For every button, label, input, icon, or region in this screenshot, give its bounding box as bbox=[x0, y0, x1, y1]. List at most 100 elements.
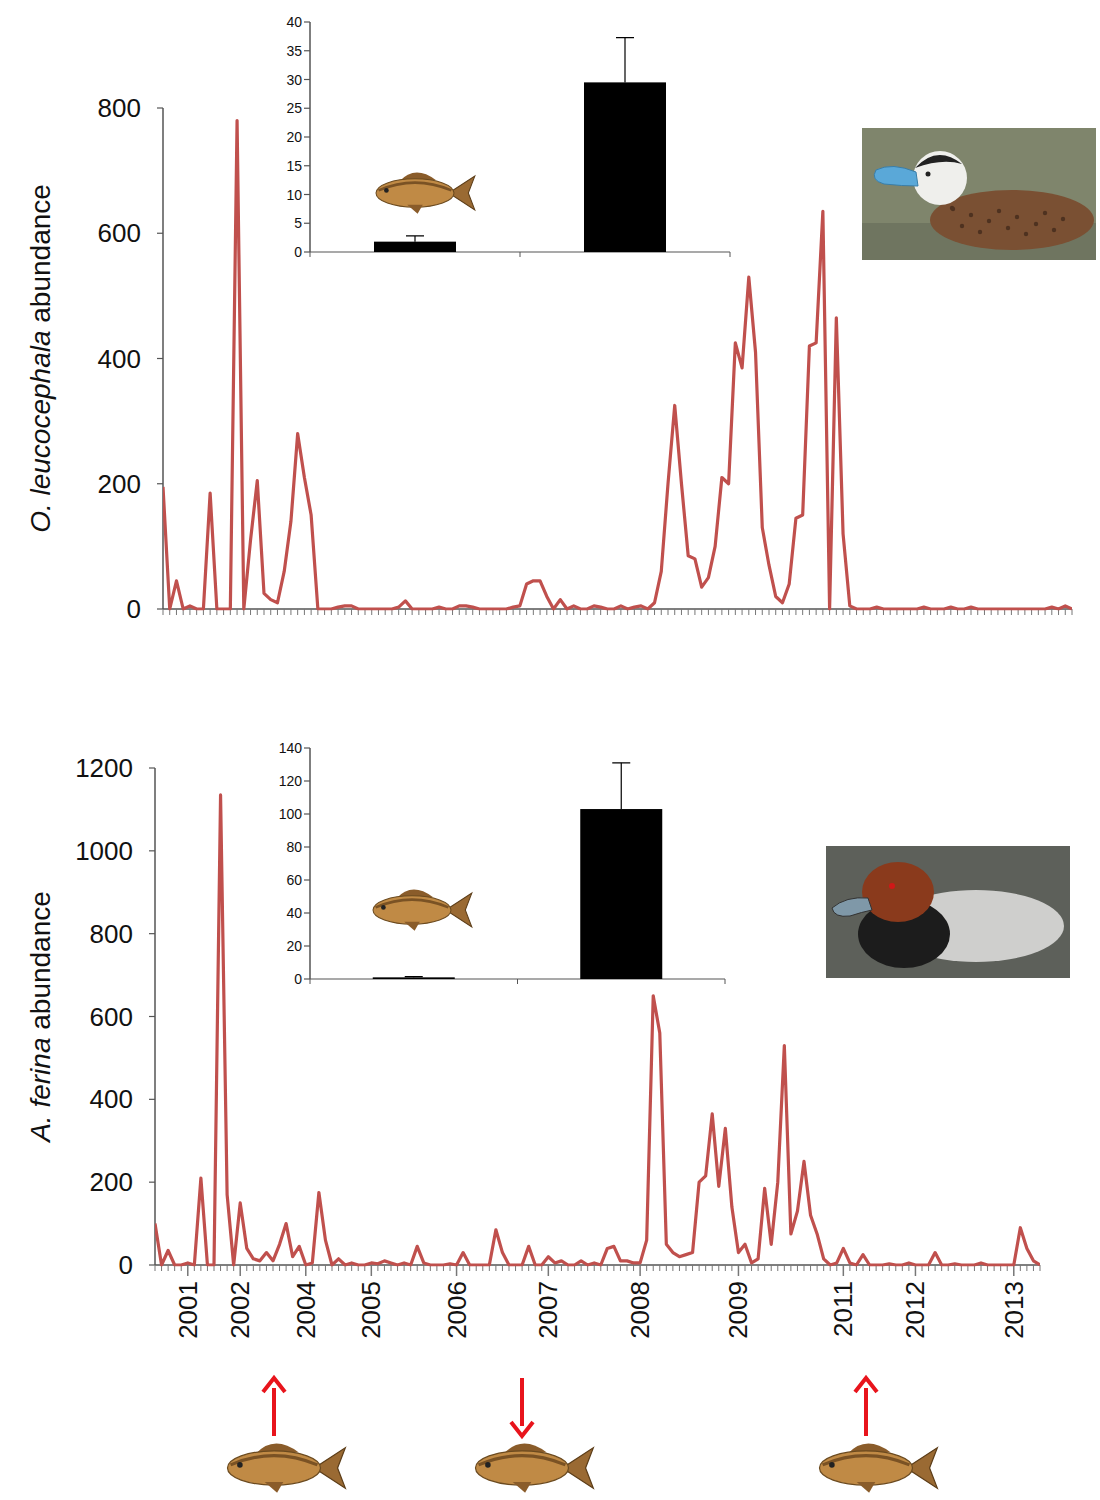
plot-area bbox=[373, 763, 663, 979]
x-tick bbox=[795, 609, 796, 615]
y-tick-label: 1000 bbox=[75, 836, 133, 866]
x-tick bbox=[200, 1265, 201, 1271]
x-tick bbox=[915, 1265, 917, 1276]
y-tick bbox=[304, 79, 310, 80]
carp-fin bbox=[407, 205, 423, 214]
x-tick bbox=[876, 609, 877, 615]
x-tick bbox=[809, 609, 810, 615]
x-tick bbox=[304, 609, 305, 615]
duck-speckle bbox=[1052, 228, 1056, 232]
arrow-shaft bbox=[520, 1378, 524, 1426]
y-tick bbox=[149, 1099, 155, 1100]
x-tick-label: 2005 bbox=[356, 1281, 386, 1339]
x-tick bbox=[889, 1265, 890, 1271]
x-tick bbox=[775, 609, 776, 615]
carp-body bbox=[228, 1451, 321, 1485]
y-tick bbox=[149, 1182, 155, 1183]
x-tick bbox=[668, 609, 669, 615]
x-tick bbox=[843, 609, 844, 615]
inset-bar-chart: 0510152025303540 bbox=[286, 14, 730, 260]
x-tick bbox=[715, 609, 716, 615]
arrow-shaft bbox=[272, 1388, 276, 1436]
x-tick bbox=[701, 609, 702, 615]
error-bar bbox=[405, 976, 423, 978]
carp-fin bbox=[857, 1482, 876, 1493]
y-axis-title-part: O. leucocephala bbox=[25, 331, 56, 533]
error-bar-cap bbox=[406, 235, 424, 236]
x-tick bbox=[679, 1265, 680, 1271]
carp-icon bbox=[376, 173, 475, 214]
x-tick-label: 2002 bbox=[225, 1281, 255, 1339]
x-tick bbox=[742, 609, 743, 615]
y-tick bbox=[304, 879, 310, 880]
carp-icon bbox=[373, 890, 472, 931]
y-tick bbox=[304, 223, 310, 224]
duck-speckle bbox=[1061, 217, 1065, 221]
x-tick bbox=[758, 1265, 759, 1271]
x-tick bbox=[338, 609, 339, 615]
duck-speckle bbox=[960, 224, 964, 228]
x-tick-label: 2011 bbox=[828, 1281, 858, 1337]
x-tick bbox=[384, 1265, 385, 1271]
y-tick-label: 30 bbox=[286, 72, 302, 88]
x-tick bbox=[634, 609, 635, 615]
y-tick-label: 1200 bbox=[75, 753, 133, 783]
x-tick bbox=[404, 1265, 405, 1271]
y-axis-title-part: abundance bbox=[25, 184, 56, 330]
duck-speckle bbox=[987, 219, 991, 223]
y-tick bbox=[304, 747, 310, 748]
x-tick bbox=[297, 609, 298, 615]
line-chart: 0200400600800O. leucocephala abundance bbox=[25, 93, 1073, 624]
x-tick-label: 2004 bbox=[291, 1281, 321, 1339]
duck-speckle bbox=[969, 213, 973, 217]
carp-back bbox=[376, 900, 449, 908]
bar bbox=[580, 809, 662, 979]
x-tick bbox=[923, 609, 924, 615]
x-tick bbox=[310, 979, 311, 984]
x-tick bbox=[804, 1265, 805, 1271]
plot-area bbox=[155, 795, 1040, 1265]
x-tick bbox=[762, 609, 763, 615]
x-tick bbox=[633, 1265, 634, 1271]
x-tick bbox=[971, 609, 972, 615]
y-tick-label: 120 bbox=[279, 773, 303, 789]
y-tick bbox=[304, 945, 310, 946]
x-tick bbox=[517, 979, 518, 984]
x-tick-label: 2009 bbox=[723, 1281, 753, 1339]
x-tick bbox=[849, 609, 850, 615]
y-tick-label: 140 bbox=[279, 740, 303, 756]
y-tick-label: 10 bbox=[286, 187, 302, 203]
y-axis-title-part: A. ferina bbox=[25, 1038, 56, 1144]
x-tick bbox=[950, 609, 951, 615]
x-tick bbox=[613, 1265, 614, 1271]
x-tick bbox=[299, 1265, 300, 1271]
x-tick bbox=[712, 1265, 713, 1271]
x-tick bbox=[284, 609, 285, 615]
x-tick bbox=[311, 609, 312, 615]
carp-body bbox=[476, 1451, 569, 1485]
x-tick bbox=[751, 1265, 752, 1271]
y-tick bbox=[304, 251, 310, 252]
x-tick bbox=[708, 609, 709, 615]
x-tick bbox=[502, 1265, 503, 1271]
x-tick bbox=[849, 1265, 850, 1271]
y-tick bbox=[304, 108, 310, 109]
y-tick bbox=[149, 1016, 155, 1017]
x-tick bbox=[1020, 1265, 1021, 1271]
x-tick bbox=[472, 609, 473, 615]
x-tick bbox=[310, 252, 311, 257]
x-tick bbox=[738, 1265, 740, 1276]
carp-eye bbox=[384, 188, 389, 193]
y-tick bbox=[157, 358, 163, 359]
y-tick bbox=[304, 136, 310, 137]
arrow-up bbox=[820, 1378, 938, 1493]
y-axis-title: O. leucocephala abundance bbox=[25, 184, 56, 533]
x-tick bbox=[730, 252, 731, 257]
x-tick-label: 2008 bbox=[625, 1281, 655, 1339]
x-tick bbox=[227, 1265, 228, 1271]
x-tick bbox=[777, 1265, 778, 1271]
duck-head bbox=[862, 862, 934, 922]
y-tick-label: 0 bbox=[127, 594, 141, 624]
x-tick bbox=[266, 1265, 267, 1271]
x-tick bbox=[694, 609, 695, 615]
